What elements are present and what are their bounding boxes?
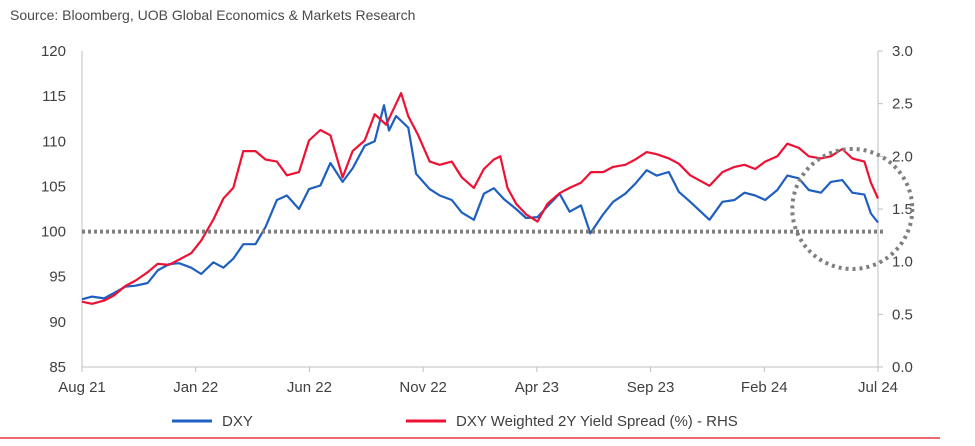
series-line-yield-spread — [81, 92, 880, 305]
series-lines — [81, 92, 880, 305]
right-y-tick-label: 2.5 — [892, 96, 913, 113]
legend-label-dxy: DXY — [222, 413, 253, 430]
x-tick-label: Sep 23 — [627, 379, 675, 396]
x-tick-label: Feb 24 — [741, 379, 788, 396]
left-y-tick-label: 95 — [49, 269, 66, 286]
x-tick-label: Jan 22 — [173, 379, 218, 396]
left-y-tick-label: 85 — [49, 359, 66, 376]
right-y-tick-label: 1.0 — [892, 254, 913, 271]
left-y-tick-label: 90 — [49, 314, 66, 331]
x-tick-label: Apr 23 — [515, 379, 559, 396]
left-y-axis-ticks: 85 90 95 100 105 110 115 120 — [41, 43, 66, 376]
left-y-tick-label: 110 — [42, 133, 66, 150]
right-y-tick-label: 1.5 — [892, 201, 913, 218]
right-y-axis-ticks: 0.0 0.5 1.0 1.5 2.0 2.5 3.0 — [878, 43, 913, 376]
right-y-tick-label: 3.0 — [892, 43, 913, 60]
x-tick-label: Aug 21 — [58, 379, 106, 396]
x-tick-label: Nov 22 — [399, 379, 447, 396]
legend: DXY DXY Weighted 2Y Yield Spread (%) - RH… — [0, 413, 940, 439]
left-y-tick-label: 115 — [42, 88, 66, 105]
axes — [81, 51, 879, 368]
annotations — [82, 147, 915, 271]
left-y-tick-label: 100 — [41, 224, 66, 241]
x-tick-label: Jun 22 — [287, 379, 332, 396]
series-line-dxy — [81, 104, 879, 301]
right-y-tick-label: 0.5 — [892, 306, 913, 323]
highlight-circle — [790, 147, 915, 271]
x-tick-label: Jul 24 — [858, 379, 898, 396]
source-note: Source: Bloomberg, UOB Global Economics … — [10, 7, 416, 23]
right-y-tick-label: 0.0 — [892, 359, 913, 376]
right-y-tick-label: 2.0 — [892, 148, 913, 165]
x-axis-ticks: Aug 21 Jan 22 Jun 22 Nov 22 Apr 23 Sep 23 Feb … — [58, 367, 898, 396]
left-y-tick-label: 120 — [41, 43, 66, 60]
legend-label-yield-spread: DXY Weighted 2Y Yield Spread (%) - RHS — [456, 413, 738, 430]
left-y-tick-label: 105 — [41, 178, 66, 195]
